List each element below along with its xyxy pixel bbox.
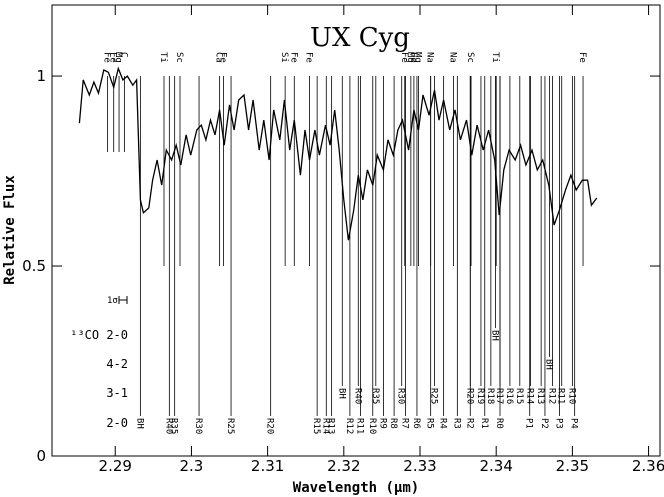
co-label: R2 bbox=[464, 418, 474, 429]
atomic-label: Fe bbox=[217, 52, 227, 63]
error-label: 1σ bbox=[107, 296, 118, 306]
x-tick-label: 2.34 bbox=[479, 457, 512, 475]
co-label: R14 bbox=[524, 388, 534, 404]
co-label: R8 bbox=[388, 418, 398, 429]
co-label: R40 bbox=[352, 388, 362, 404]
co-label: R13 bbox=[535, 388, 545, 404]
co-label: R7 bbox=[400, 418, 410, 429]
atomic-label: Fe bbox=[108, 52, 118, 63]
co-label: R15 bbox=[514, 388, 524, 404]
co-label: R25 bbox=[428, 388, 438, 404]
co-label: R1 bbox=[479, 418, 489, 429]
atomic-label: Na bbox=[425, 52, 435, 63]
band-label: 2-0 bbox=[106, 416, 128, 430]
co-label: R0 bbox=[494, 418, 504, 429]
y-axis-label: Relative Flux bbox=[2, 175, 18, 285]
co-label: R4 bbox=[438, 418, 448, 429]
chart-title: UX Cyg bbox=[310, 23, 410, 53]
co-label: R15 bbox=[311, 418, 321, 434]
co-label: R17 bbox=[494, 388, 504, 404]
x-tick-label: 2.3 bbox=[179, 457, 203, 475]
co-label: R3 bbox=[451, 418, 461, 429]
x-tick-label: 2.36 bbox=[632, 457, 664, 475]
band-label: 3-1 bbox=[106, 386, 128, 400]
plot-frame bbox=[51, 4, 661, 457]
x-tick-label: 2.32 bbox=[327, 457, 360, 475]
atomic-label: Ti bbox=[490, 52, 500, 63]
y-tick-label: 0.5 bbox=[22, 257, 46, 275]
co-label: R30 bbox=[193, 418, 203, 434]
atomic-label: Si bbox=[279, 52, 289, 63]
co-label: R20 bbox=[265, 418, 275, 434]
atomic-label: Sc bbox=[465, 52, 475, 63]
co-label: R35 bbox=[169, 418, 179, 434]
co-label: R14 bbox=[320, 418, 330, 434]
co-label: R6 bbox=[411, 418, 421, 429]
co-label: R40 bbox=[163, 418, 173, 434]
atomic-label: Fe bbox=[102, 52, 112, 63]
co-label: BH bbox=[544, 359, 554, 370]
atomic-label: Sc bbox=[174, 52, 184, 63]
co-label: R25 bbox=[225, 418, 235, 434]
co-label: BH bbox=[134, 418, 144, 429]
atomic-label: Mg bbox=[113, 52, 123, 63]
co-label: R11 bbox=[556, 388, 566, 404]
co-label: P1 bbox=[524, 418, 534, 429]
atomic-label: Fe bbox=[288, 52, 298, 63]
co-label: R35 bbox=[370, 388, 380, 404]
y-tick-label: 1 bbox=[36, 67, 46, 85]
co-label: R19 bbox=[475, 388, 485, 404]
spectrum bbox=[78, 66, 598, 241]
co-label: P4 bbox=[569, 418, 579, 429]
atomic-label: Na bbox=[448, 52, 458, 63]
atomic-label: Fe bbox=[399, 52, 409, 63]
atomic-label: Ca bbox=[214, 52, 224, 63]
atomic-label: Mg bbox=[405, 52, 415, 63]
co-label: R10 bbox=[367, 418, 377, 434]
co-label: R9 bbox=[377, 418, 387, 429]
co-label: P2 bbox=[539, 418, 549, 429]
x-tick-label: 2.35 bbox=[556, 457, 589, 475]
co-label: R10 bbox=[566, 388, 576, 404]
co-label: R18 bbox=[485, 388, 495, 404]
co-label: R13 bbox=[326, 418, 336, 434]
y-tick-label: 0 bbox=[36, 447, 46, 465]
band-label: ¹³CO 2-0 bbox=[70, 328, 128, 342]
co-label: R12 bbox=[344, 418, 354, 434]
x-axis-label: Wavelength (μm) bbox=[293, 480, 419, 496]
co-label: BH bbox=[336, 388, 346, 399]
co-label: R5 bbox=[425, 418, 435, 429]
band-label: 4-2 bbox=[106, 357, 128, 371]
x-tick-label: 2.31 bbox=[251, 457, 284, 475]
atomic-label: C bbox=[118, 52, 128, 57]
atomic-label: Mg bbox=[412, 52, 422, 63]
co-label: P3 bbox=[553, 418, 563, 429]
atomic-label: Fe bbox=[408, 52, 418, 63]
co-label: R16 bbox=[504, 388, 514, 404]
co-label: BH bbox=[489, 330, 499, 341]
x-tick-label: 2.33 bbox=[403, 457, 436, 475]
x-tick-label: 2.29 bbox=[99, 457, 132, 475]
atomic-label: Fe bbox=[304, 52, 314, 63]
co-label: R20 bbox=[464, 388, 474, 404]
atomic-label: Fe bbox=[577, 52, 587, 63]
co-label: R12 bbox=[547, 388, 557, 404]
error-bar bbox=[118, 296, 128, 304]
co-label: R11 bbox=[355, 418, 365, 434]
atomic-label: Ti bbox=[158, 52, 168, 63]
co-label: R30 bbox=[396, 388, 406, 404]
